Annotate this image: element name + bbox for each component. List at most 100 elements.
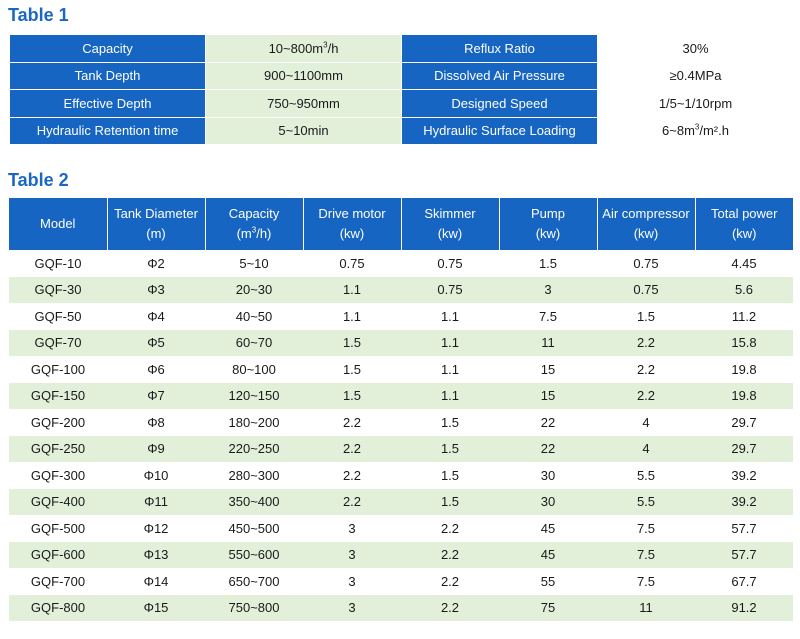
table-row: GQF-150 Φ7 120~150 1.5 1.1 15 2.2 19.8: [9, 382, 793, 409]
table-cell: 1.5: [401, 488, 499, 515]
table-cell: Φ13: [107, 541, 205, 568]
table-row: Tank Depth 900~1100mm Dissolved Air Pressu…: [9, 61, 794, 90]
column-header-unit: (kw): [731, 226, 757, 241]
table-cell: 1.1: [401, 303, 499, 330]
column-header: Skimmer (kw): [401, 198, 500, 250]
column-header-label: Capacity: [228, 206, 280, 221]
table-cell: 3: [499, 276, 597, 303]
column-header-unit: (kw): [535, 226, 561, 241]
table-cell: 5.5: [597, 488, 695, 515]
value-unit: /m².h: [699, 123, 729, 139]
table-cell: Φ11: [107, 488, 205, 515]
table-cell: 75: [499, 594, 597, 621]
table-cell: 280~300: [205, 462, 303, 489]
table-cell: 0.75: [401, 276, 499, 303]
table-cell: 29.7: [695, 409, 793, 436]
param-value: 6~8m3/m².h: [597, 116, 794, 145]
table-cell: Φ9: [107, 435, 205, 462]
table-row: GQF-250 Φ9 220~250 2.2 1.5 22 4 29.7: [9, 435, 793, 462]
table-cell: 57.7: [695, 541, 793, 568]
table-cell: 30: [499, 462, 597, 489]
table-cell: 20~30: [205, 276, 303, 303]
table-cell: 45: [499, 541, 597, 568]
table-cell: 3: [303, 541, 401, 568]
table-cell: 19.8: [695, 382, 793, 409]
table-cell: 7.5: [597, 515, 695, 542]
param-label-text: Hydraulic Surface Loading: [423, 123, 576, 139]
table-row: GQF-300 Φ10 280~300 2.2 1.5 30 5.5 39.2: [9, 462, 793, 489]
table-cell: 2.2: [401, 515, 499, 542]
value-text: 750~950mm: [267, 95, 340, 111]
table-cell: Φ7: [107, 382, 205, 409]
column-header-unit: (kw): [339, 226, 365, 241]
table-cell: 2.2: [303, 409, 401, 436]
table-cell: 39.2: [695, 462, 793, 489]
table-cell: 0.75: [303, 250, 401, 277]
table-cell: 3: [303, 515, 401, 542]
table-cell: 11.2: [695, 303, 793, 330]
table-cell: GQF-50: [9, 303, 107, 330]
table-cell: 55: [499, 568, 597, 595]
column-header-unit: (m): [146, 226, 166, 241]
column-header-label: Pump: [531, 206, 565, 221]
table-cell: 2.2: [303, 488, 401, 515]
table-cell: 19.8: [695, 356, 793, 383]
table-row: Hydraulic Retention time 5~10min Hydraulic…: [9, 116, 794, 145]
column-header: Tank Diameter (m): [107, 198, 206, 250]
table-cell: 0.75: [597, 276, 695, 303]
table-cell: 120~150: [205, 382, 303, 409]
table-cell: 1.5: [597, 303, 695, 330]
column-header-label: Tank Diameter: [114, 206, 198, 221]
table-cell: 220~250: [205, 435, 303, 462]
param-value: 5~10min: [205, 116, 402, 145]
table-cell: 60~70: [205, 329, 303, 356]
table-row: GQF-800 Φ15 750~800 3 2.2 75 11 91.2: [9, 594, 793, 621]
table-cell: GQF-250: [9, 435, 107, 462]
param-label: Tank Depth: [9, 61, 206, 90]
table-cell: GQF-600: [9, 541, 107, 568]
column-header: Capacity (m3/h): [205, 198, 304, 250]
column-header-unit: (m: [236, 226, 252, 241]
table-cell: 5.6: [695, 276, 793, 303]
table-cell: Φ8: [107, 409, 205, 436]
table-cell: 11: [499, 329, 597, 356]
table-cell: 11: [597, 594, 695, 621]
column-header: Total power (kw): [695, 198, 793, 250]
param-label-text: Dissolved Air Pressure: [434, 68, 565, 84]
param-label: Dissolved Air Pressure: [401, 61, 598, 90]
param-value: ≥0.4MPa: [597, 61, 794, 90]
value-text: 1/5~1/10rpm: [658, 95, 733, 111]
table-cell: 7.5: [597, 568, 695, 595]
param-label-text: Effective Depth: [63, 95, 152, 111]
table-cell: 67.7: [695, 568, 793, 595]
table-row: GQF-100 Φ6 80~100 1.5 1.1 15 2.2 19.8: [9, 356, 793, 383]
table-cell: GQF-10: [9, 250, 107, 277]
table-cell: Φ12: [107, 515, 205, 542]
model-table: Model Tank Diameter (m) Capacity (m3/h) Drive…: [9, 198, 793, 621]
param-label: Capacity: [9, 34, 206, 63]
table-cell: 29.7: [695, 435, 793, 462]
param-value: 1/5~1/10rpm: [597, 89, 794, 118]
table-cell: 650~700: [205, 568, 303, 595]
table-cell: 3: [303, 568, 401, 595]
table-cell: Φ4: [107, 303, 205, 330]
table-row: GQF-70 Φ5 60~70 1.5 1.1 11 2.2 15.8: [9, 329, 793, 356]
table-cell: 180~200: [205, 409, 303, 436]
table-cell: 5.5: [597, 462, 695, 489]
param-label-text: Designed Speed: [451, 95, 548, 111]
unit-superscript: 3: [251, 225, 257, 235]
table-cell: GQF-400: [9, 488, 107, 515]
table-cell: 1.1: [401, 329, 499, 356]
param-value: 900~1100mm: [205, 61, 402, 90]
table-cell: 5~10: [205, 250, 303, 277]
table-cell: 1.5: [303, 329, 401, 356]
table-cell: 7.5: [499, 303, 597, 330]
table-cell: Φ6: [107, 356, 205, 383]
column-header-unit: (kw): [633, 226, 659, 241]
table-row: GQF-10 Φ2 5~10 0.75 0.75 1.5 0.75 4.45: [9, 250, 793, 277]
table-cell: 1.1: [303, 276, 401, 303]
column-header-label: Total power: [711, 206, 778, 221]
table-cell: 7.5: [597, 541, 695, 568]
table-cell: 91.2: [695, 594, 793, 621]
